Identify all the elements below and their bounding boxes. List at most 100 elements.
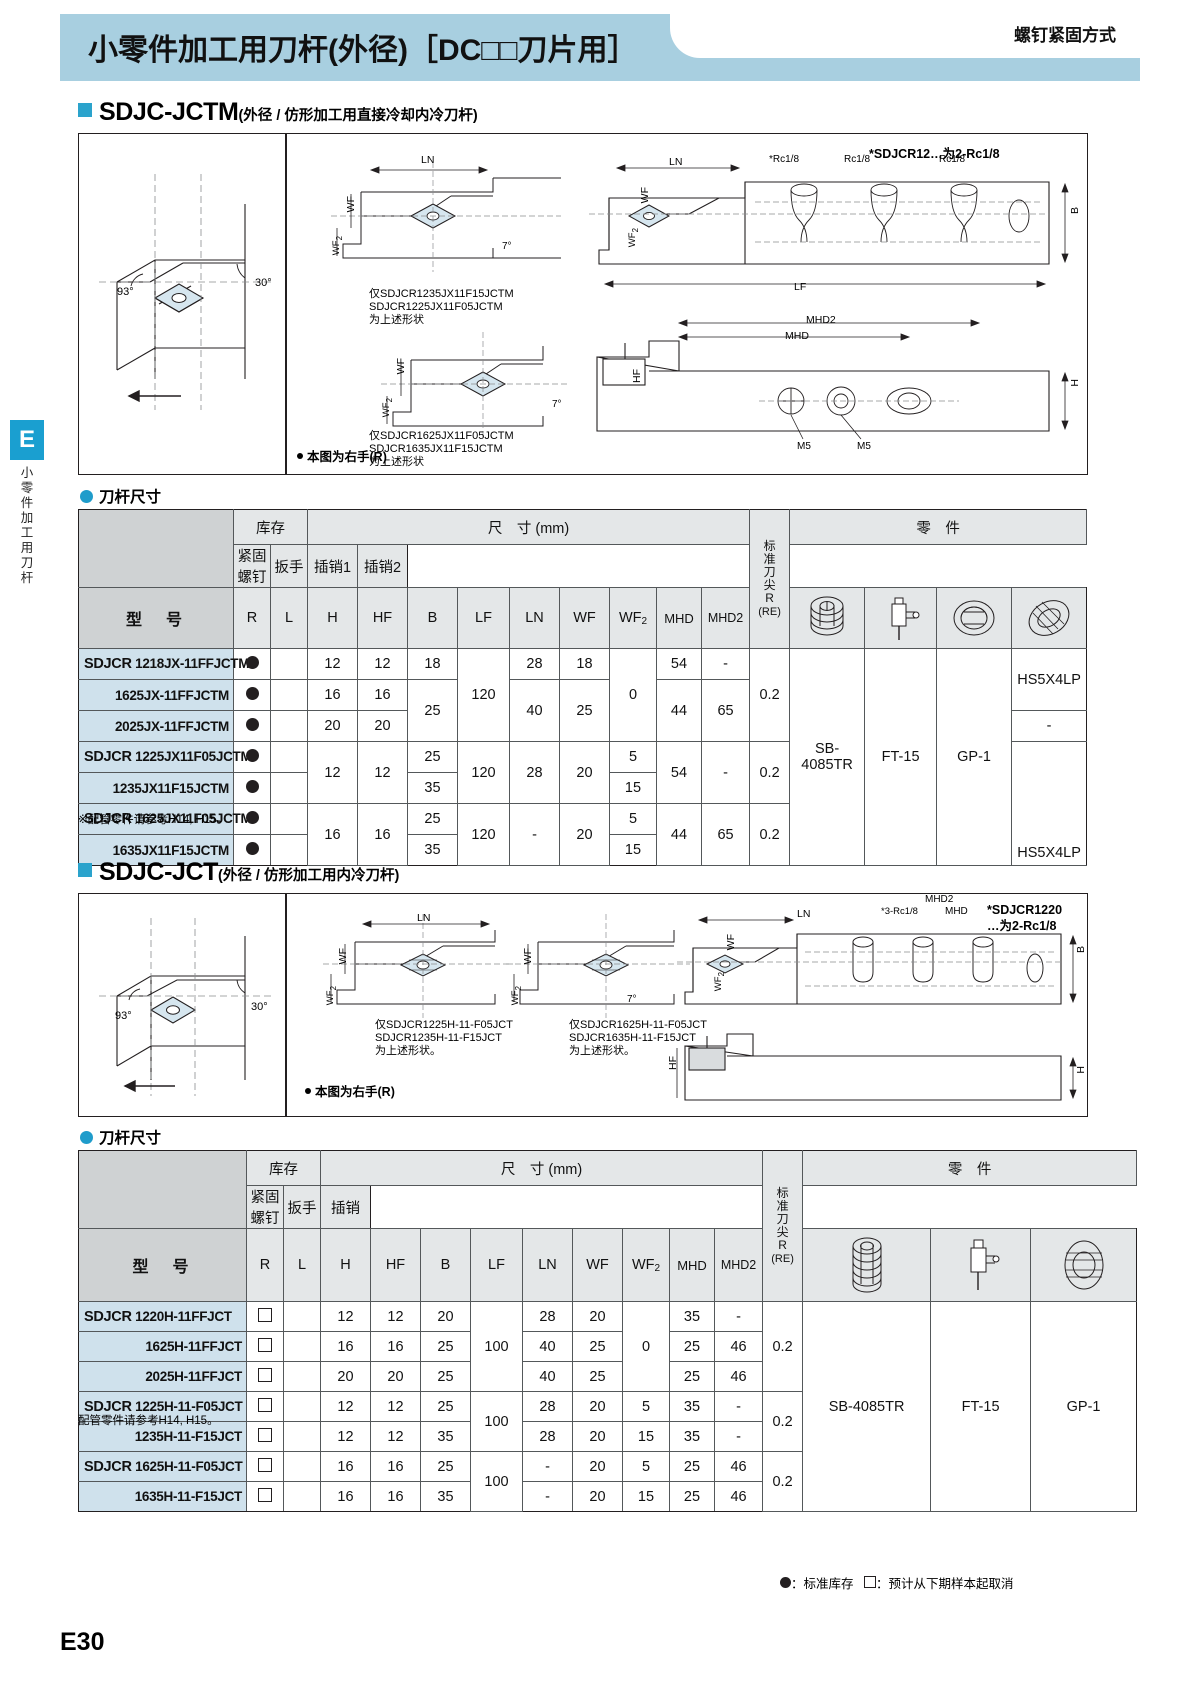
cell-lf: 120 bbox=[457, 648, 510, 742]
cell-mhd: 35 bbox=[669, 1421, 715, 1452]
th-parts: 零 件 bbox=[789, 509, 1088, 545]
dim-b-label-jct: B bbox=[1075, 946, 1087, 954]
cell-stock-l bbox=[270, 803, 308, 835]
cell-hf: 16 bbox=[357, 679, 408, 711]
cell-mhd2: - bbox=[700, 741, 751, 804]
dim-wf-label-jct-a: WF bbox=[337, 948, 349, 965]
cell-wf: 20 bbox=[572, 1301, 623, 1332]
insert-angle-a: 7° bbox=[502, 241, 512, 252]
section-title-sub: (外径 / 仿形加工用直接冷却内冷刀杆) bbox=[238, 108, 478, 124]
cell-model: SDJCR 1625H-11-F05JCT bbox=[78, 1451, 247, 1482]
cell-mhd: 35 bbox=[669, 1301, 715, 1332]
cell-stock-l bbox=[270, 741, 308, 773]
cell-stock-l bbox=[270, 679, 308, 711]
th-mhd: MHD bbox=[669, 1228, 715, 1302]
cell-mhd2: 65 bbox=[700, 679, 751, 742]
cell-hf: 12 bbox=[370, 1301, 421, 1332]
cell-h: 16 bbox=[307, 803, 358, 866]
cell-lf: 100 bbox=[470, 1451, 523, 1512]
table-header-row-1: 库存 尺 寸 (mm) 标准刀尖 R (RE) 零 件 bbox=[78, 509, 1088, 649]
dim-ln-label-jct-a: LN bbox=[417, 912, 431, 924]
cell-wf: 20 bbox=[559, 741, 610, 804]
bottom-view-drawing-jct bbox=[676, 1033, 1077, 1101]
cell-wf: 25 bbox=[572, 1331, 623, 1362]
mhd2-top-label-jct: MHD2 bbox=[925, 894, 954, 905]
cell-lf: 100 bbox=[470, 1301, 523, 1392]
th-std-corner-r: 标准刀尖 R (RE) bbox=[762, 1150, 804, 1302]
cell-wf2: 5 bbox=[622, 1451, 670, 1482]
right-hand-note-jct: 本图为右手(R) bbox=[305, 1081, 395, 1100]
cell-model: SDJCR 1218JX-11FFJCTM bbox=[78, 648, 249, 680]
cell-wf2: 15 bbox=[622, 1421, 670, 1452]
cell-wf2: 5 bbox=[622, 1391, 670, 1422]
cell-mhd: 25 bbox=[669, 1481, 715, 1512]
rc18-3-label: *3-Rc1/8 bbox=[881, 906, 918, 917]
cell-stock-r bbox=[233, 648, 271, 680]
cell-stock-l bbox=[270, 834, 308, 866]
cell-ln: - bbox=[522, 1481, 573, 1512]
cell-screw: SB-4085TR bbox=[802, 1301, 932, 1512]
th-model-label: 型 号 bbox=[78, 587, 234, 649]
cell-h: 16 bbox=[320, 1481, 371, 1512]
cell-b: 35 bbox=[420, 1421, 471, 1452]
screw-icon-cell bbox=[802, 1228, 932, 1302]
side-tab-vertical-text: 小零件加工用刀杆 bbox=[20, 466, 34, 585]
th-wf: WF bbox=[572, 1228, 623, 1302]
cell-stock-r bbox=[246, 1421, 284, 1452]
cell-wf: 20 bbox=[572, 1481, 623, 1512]
cell-lf: 120 bbox=[457, 741, 510, 804]
cell-stock-l bbox=[283, 1361, 321, 1392]
cell-mhd2: - bbox=[700, 648, 751, 680]
table-row: 1235H-11-F15JCT 12 12 35 28 20 15 35 - bbox=[78, 1421, 1137, 1452]
top-view-drawing-jctm bbox=[589, 164, 1069, 288]
cell-model: 2025H-11FFJCT bbox=[78, 1361, 247, 1392]
th-lf: LF bbox=[457, 587, 510, 649]
cell-wf: 20 bbox=[559, 803, 610, 866]
th-hf: HF bbox=[357, 587, 408, 649]
cell-std-r: 0.2 bbox=[749, 741, 791, 804]
cell-wf2: 15 bbox=[609, 772, 657, 804]
footnote-jctm: ※配管零件请参考H14, H15。 bbox=[78, 814, 229, 826]
dim-ln-label-a: LN bbox=[421, 154, 435, 166]
cell-hf: 12 bbox=[357, 741, 408, 804]
figure-note-jct-b: 仅SDJCR1625H-11-F05JCT SDJCR1635H-11-F15JC… bbox=[569, 1019, 707, 1057]
side-view-drawing-jct-b bbox=[506, 914, 690, 1018]
footer-legend: ：标准库存 ：预计从下期样本起取消 bbox=[780, 1573, 1013, 1592]
caption-bullet-icon bbox=[80, 490, 93, 503]
cell-mhd2: - bbox=[713, 1391, 764, 1422]
cell-hf: 20 bbox=[370, 1361, 421, 1392]
th-r: R bbox=[233, 587, 271, 649]
dim-mhd2-label: MHD2 bbox=[806, 314, 836, 326]
header-right-label: 螺钉紧固方式 bbox=[1014, 26, 1116, 45]
dim-h-label-jct: H bbox=[1075, 1066, 1087, 1074]
cell-h: 12 bbox=[320, 1301, 371, 1332]
cell-stock-l bbox=[270, 710, 308, 742]
cell-stock-r bbox=[246, 1391, 284, 1422]
cell-stock-l bbox=[283, 1391, 321, 1422]
tool-isometric-drawing-jct bbox=[99, 918, 271, 1096]
cell-pin2: HS5X4LP bbox=[1011, 741, 1088, 866]
cell-model: 1235JX11F15JCTM bbox=[78, 772, 234, 804]
m5-label-1: M5 bbox=[797, 441, 811, 452]
pin1-icon-cell bbox=[936, 587, 1013, 649]
rc18-label-2: Rc1/8 bbox=[939, 154, 966, 165]
cell-stock-l bbox=[270, 772, 308, 804]
dim-wf2-label-jct-top: WF2 bbox=[713, 972, 726, 992]
th-mhd2: MHD2 bbox=[713, 1228, 764, 1302]
th-wf2: WF2 bbox=[609, 587, 657, 649]
wrench-icon-cell bbox=[864, 587, 938, 649]
cell-ln: 40 bbox=[509, 679, 560, 742]
spec-table-jctm: 库存 尺 寸 (mm) 标准刀尖 R (RE) 零 件 紧固螺钉 扳手 插销1 插销… bbox=[78, 509, 1088, 866]
cell-stock-r bbox=[246, 1481, 284, 1512]
tool-isometric-drawing bbox=[99, 174, 271, 410]
dim-wf-label-jct-top: WF bbox=[725, 934, 737, 951]
cell-mhd: 54 bbox=[656, 741, 702, 804]
screw-icon bbox=[810, 596, 844, 636]
th-part-pin1: 插销1 bbox=[307, 544, 358, 588]
cell-hf: 16 bbox=[370, 1481, 421, 1512]
section-title-main: SDJC-JCT bbox=[99, 858, 219, 886]
dim-wf-label-b: WF bbox=[395, 358, 407, 375]
cell-stock-r bbox=[233, 772, 271, 804]
th-part-pin: 插销 bbox=[320, 1185, 371, 1229]
side-view-drawing-jct-a bbox=[323, 914, 513, 1018]
